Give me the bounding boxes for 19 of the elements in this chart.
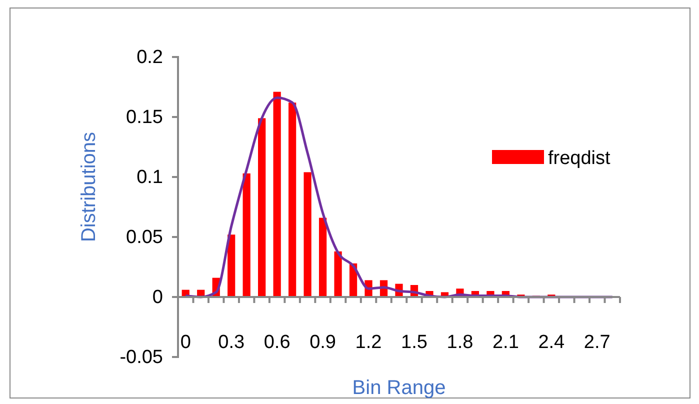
y-tick-label: 0.1 bbox=[136, 167, 163, 188]
x-tick-label: 0 bbox=[180, 332, 191, 353]
y-tick-label: 0.15 bbox=[126, 107, 163, 128]
x-tick-label: 2.1 bbox=[492, 332, 519, 353]
x-tick-label: 2.4 bbox=[538, 332, 566, 353]
y-tick-label: 0 bbox=[152, 287, 163, 308]
y-tick-label: -0.05 bbox=[120, 347, 163, 368]
y-tick-label: 0.05 bbox=[126, 227, 163, 248]
x-tick-label: 1.2 bbox=[355, 332, 382, 353]
x-tick-label: 0.3 bbox=[218, 332, 245, 353]
x-tick-label: 2.7 bbox=[584, 332, 610, 353]
y-tick-label: 0.2 bbox=[136, 47, 163, 68]
x-tick-label: 1.5 bbox=[401, 332, 428, 353]
x-axis-title: Bin Range bbox=[352, 377, 446, 399]
y-axis-title: Distributions bbox=[78, 132, 100, 242]
x-tick-label: 0.6 bbox=[264, 332, 290, 353]
legend-label: freqdist bbox=[548, 148, 612, 169]
x-tick-label: 0.9 bbox=[310, 332, 336, 353]
x-tick-label: 1.8 bbox=[446, 332, 474, 353]
